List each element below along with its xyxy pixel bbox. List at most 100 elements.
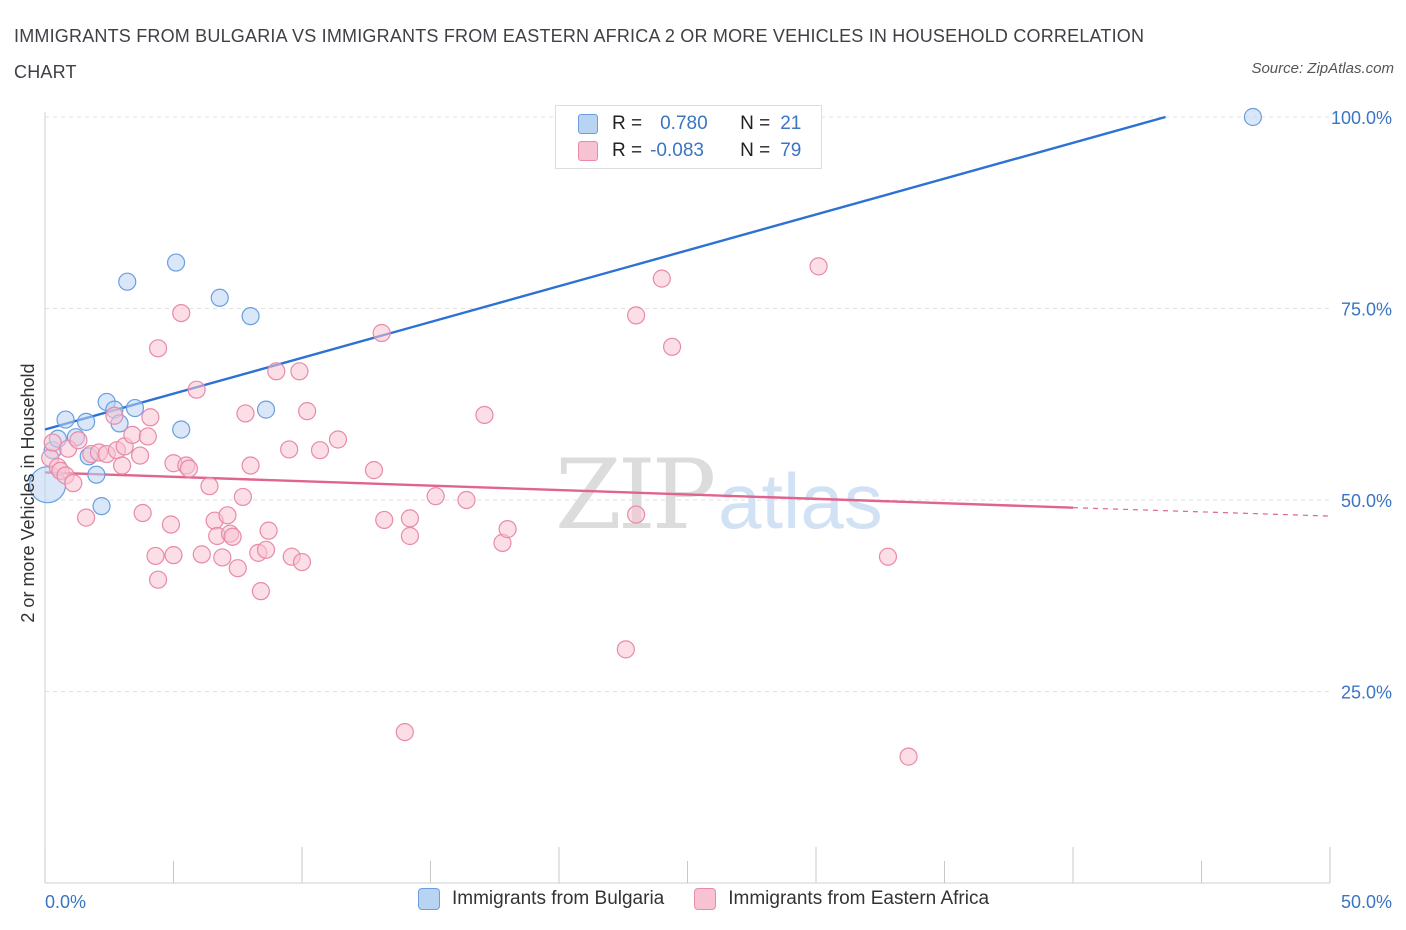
point-eastern-africa [256, 540, 276, 559]
legend-swatch-eastern-africa [578, 141, 598, 161]
point-eastern-africa [616, 640, 635, 659]
point-eastern-africa [328, 430, 348, 449]
point-eastern-africa [164, 546, 183, 565]
point-eastern-africa [187, 380, 206, 399]
point-eastern-africa [475, 405, 494, 425]
point-eastern-africa [148, 339, 168, 358]
point-eastern-africa [251, 582, 270, 601]
point-eastern-africa [400, 509, 420, 528]
point-eastern-africa [130, 446, 150, 465]
point-eastern-africa [899, 747, 918, 766]
point-eastern-africa [626, 505, 646, 524]
point-bulgaria [77, 412, 96, 431]
series-swatch-eastern-africa [694, 888, 717, 910]
point-eastern-africa [192, 545, 211, 564]
point-eastern-africa [280, 440, 299, 459]
point-eastern-africa [64, 474, 83, 493]
series-legend: Immigrants from Bulgaria Immigrants from… [418, 888, 1019, 910]
legend-swatch-bulgaria [578, 114, 598, 134]
legend-row-bulgaria: R = 0.780 N = 21 [578, 111, 801, 137]
point-eastern-africa [292, 552, 312, 572]
point-eastern-africa [133, 503, 152, 523]
series-label-bulgaria: Immigrants from Bulgaria [452, 888, 665, 909]
point-eastern-africa [400, 526, 420, 546]
point-eastern-africa [662, 337, 682, 356]
source-label: Source: ZipAtlas.com [1251, 60, 1394, 77]
point-bulgaria [210, 288, 229, 307]
legend-r-label: R = [612, 113, 643, 134]
point-eastern-africa [77, 508, 96, 527]
point-eastern-africa [426, 487, 445, 506]
point-eastern-africa [236, 404, 255, 423]
point-eastern-africa [809, 257, 828, 276]
trend-line-extension [1072, 507, 1331, 517]
point-eastern-africa [233, 487, 252, 507]
point-eastern-africa [259, 521, 278, 540]
point-eastern-africa [626, 306, 646, 325]
point-eastern-africa [213, 548, 232, 567]
y-axis-title: 2 or more Vehicles in Household [18, 363, 38, 622]
series-legend-bulgaria[interactable]: Immigrants from Bulgaria [418, 888, 664, 910]
x-tick-label: 0.0% [45, 892, 86, 912]
point-eastern-africa [123, 425, 142, 444]
point-eastern-africa [267, 362, 286, 381]
point-eastern-africa [395, 722, 414, 742]
point-bulgaria [166, 253, 186, 272]
point-eastern-africa [498, 520, 517, 539]
series-legend-eastern-africa[interactable]: Immigrants from Eastern Africa [694, 888, 989, 910]
series-label-eastern-africa: Immigrants from Eastern Africa [728, 888, 990, 909]
point-eastern-africa [148, 570, 168, 589]
point-bulgaria [92, 497, 111, 516]
point-eastern-africa [146, 546, 165, 566]
point-eastern-africa [878, 547, 898, 566]
point-bulgaria [172, 420, 191, 439]
legend-n-label: N = [740, 140, 771, 161]
legend-n-label: N = [740, 113, 771, 134]
point-eastern-africa [172, 303, 191, 323]
point-eastern-africa [43, 433, 62, 452]
point-eastern-africa [241, 456, 260, 475]
point-eastern-africa [112, 456, 132, 475]
point-eastern-africa [105, 406, 124, 425]
point-bulgaria [241, 307, 260, 326]
legend-n-value: 79 [780, 140, 802, 161]
correlation-legend: R = 0.780 N = 21 R = -0.083 N = 79 [555, 105, 822, 169]
data-points [28, 107, 1263, 766]
point-eastern-africa [161, 515, 181, 534]
point-eastern-africa [457, 490, 476, 510]
point-bulgaria [256, 400, 276, 419]
point-eastern-africa [218, 506, 237, 525]
tick-labels: 100.0% 75.0% 50.0% 25.0% 0.0% 50.0% [45, 108, 1392, 912]
legend-r-value: -0.083 [650, 140, 704, 161]
point-eastern-africa [310, 441, 330, 460]
chart-title: IMMIGRANTS FROM BULGARIA VS IMMIGRANTS F… [14, 26, 1145, 82]
point-eastern-africa [69, 431, 88, 450]
point-bulgaria [1243, 107, 1263, 127]
y-tick-label: 75.0% [1341, 300, 1392, 320]
series-swatch-bulgaria [418, 888, 440, 910]
point-eastern-africa [200, 477, 219, 496]
point-bulgaria [87, 465, 106, 484]
legend-r-label: R = [612, 140, 643, 161]
point-eastern-africa [138, 427, 157, 446]
point-eastern-africa [652, 269, 671, 288]
grid-lines [45, 116, 1330, 692]
legend-row-eastern-africa: R = -0.083 N = 79 [578, 138, 801, 164]
point-bulgaria [118, 272, 137, 291]
y-tick-label: 100.0% [1331, 108, 1392, 128]
legend-n-value: 21 [780, 113, 802, 134]
point-eastern-africa [141, 408, 160, 427]
point-eastern-africa [372, 323, 391, 343]
point-bulgaria [125, 398, 145, 418]
point-eastern-africa [179, 459, 199, 478]
point-eastern-africa [223, 527, 242, 546]
trend-line-bulgaria [44, 115, 1166, 431]
y-tick-label: 50.0% [1341, 491, 1392, 511]
point-eastern-africa [290, 362, 309, 381]
trend-lines [44, 115, 1331, 517]
point-eastern-africa [298, 402, 317, 421]
point-bulgaria [56, 410, 75, 429]
point-eastern-africa [364, 461, 384, 480]
trend-line-eastern-africa [44, 471, 1074, 509]
x-tick-label: 50.0% [1341, 892, 1392, 912]
